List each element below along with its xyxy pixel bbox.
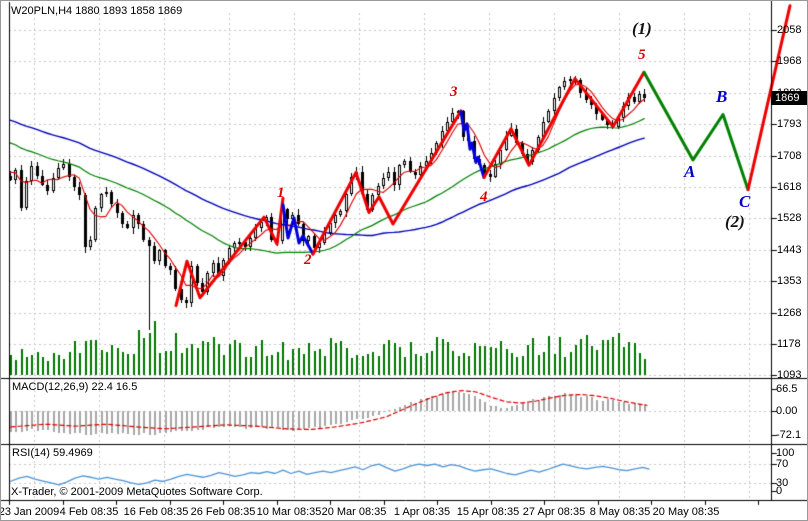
- time-axis-label: 8 May 08:35: [589, 506, 651, 518]
- time-axis-label: 27 Apr 08:35: [522, 506, 586, 518]
- price-axis-label: 1443: [777, 244, 802, 256]
- rsi-scale-label: 30: [776, 477, 789, 489]
- copyright-text: X-Trader, © 2001-2009 MetaQuotes Softwar…: [11, 486, 263, 498]
- price-axis-label: 1528: [777, 212, 802, 224]
- wave-label-A: A: [684, 162, 696, 181]
- wave-label-C: C: [739, 192, 751, 211]
- price-axis-label: 2058: [777, 24, 802, 36]
- wave-label-3: 3: [450, 84, 458, 100]
- price-axis-label: 1618: [777, 181, 802, 193]
- time-axis-label: 1 Apr 08:35: [393, 506, 451, 518]
- price-axis-label: 1708: [777, 150, 802, 162]
- wave-label-2: 2: [304, 252, 312, 268]
- wave-label-B: B: [716, 87, 728, 106]
- price-axis-label: 1093: [777, 369, 802, 381]
- price-axis-label: 1268: [777, 307, 802, 319]
- wave-label-5: 5: [638, 47, 646, 63]
- rsi-scale-label: 70: [776, 458, 789, 470]
- wave-label-2: (2): [725, 212, 745, 231]
- macd-scale-label: 0.00: [776, 405, 798, 417]
- time-axis-label: 4 Feb 08:35: [59, 506, 119, 518]
- price-axis-label: 1793: [777, 118, 802, 130]
- wave-label-4: 4: [480, 189, 488, 205]
- macd-scale-label: 66.5: [776, 383, 798, 395]
- rsi-scale-label: 100: [776, 447, 795, 459]
- time-axis-label: 10 Mar 08:35: [256, 506, 322, 518]
- price-axis-label: 1968: [777, 55, 802, 67]
- price-axis-label: 1178: [777, 338, 801, 350]
- rsi-scale-label: 0: [776, 485, 783, 497]
- time-axis-label: 20 Mar 08:35: [321, 506, 387, 518]
- time-axis-label: 26 Feb 08:35: [190, 506, 256, 518]
- time-axis-label: 16 Feb 08:35: [123, 506, 189, 518]
- rsi-indicator-label: RSI(14) 59.4969: [12, 447, 93, 459]
- wave-label-1: (1): [632, 19, 652, 38]
- macd-scale-label: -72.1: [776, 429, 802, 441]
- time-axis-label: 15 Apr 08:35: [456, 506, 520, 518]
- chart-title: W20PLN,H4 1880 1893 1858 1869: [11, 5, 183, 17]
- price-axis-label: 1353: [777, 275, 802, 287]
- wave-label-1: 1: [277, 185, 285, 201]
- time-axis-label: 20 May 08:35: [652, 506, 720, 518]
- time-axis-label: 23 Jan 2009: [0, 506, 60, 518]
- current-price-badge: 1869: [771, 91, 807, 105]
- macd-indicator-label: MACD(12,26,9) 22.4 16.5: [12, 381, 138, 393]
